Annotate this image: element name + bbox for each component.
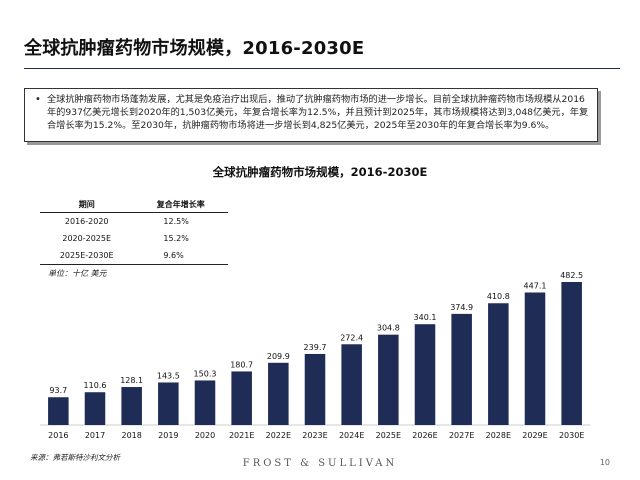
data-label-2027E: 374.9: [450, 303, 473, 312]
data-label-2029E: 447.1: [524, 281, 547, 290]
x-tick-label-2022E: 2022E: [266, 431, 291, 440]
bar-2022E: [268, 362, 289, 425]
x-tick-label-2028E: 2028E: [486, 431, 511, 440]
x-tick-label-2016: 2016: [48, 431, 68, 440]
data-label-2025E: 304.8: [377, 324, 400, 333]
table-row: 2016-2020 12.5%: [40, 213, 228, 231]
x-tick-label-2019: 2019: [158, 431, 178, 440]
data-label-2030E: 482.5: [560, 271, 583, 280]
bar-2019: [158, 382, 179, 425]
data-label-2018: 128.1: [120, 376, 143, 385]
bar-2026E: [414, 324, 436, 425]
bar-2027E: [451, 313, 472, 425]
data-label-2020: 150.3: [194, 369, 217, 378]
brand-logo: FROST & SULLIVAN: [242, 458, 398, 469]
bar-2028E: [488, 303, 509, 425]
summary-text: 全球抗肿瘤药物市场蓬勃发展，尤其是免疫治疗出现后，推动了抗肿瘤药物市场的进一步增…: [47, 94, 589, 131]
cagr-rate: 9.6%: [133, 247, 228, 265]
x-tick-label-2027E: 2027E: [449, 431, 474, 440]
cagr-header-period: 期间: [40, 196, 134, 213]
data-label-2017: 110.6: [84, 381, 107, 390]
data-label-2021E: 180.7: [230, 360, 253, 369]
data-label-2026E: 340.1: [414, 313, 437, 322]
bar-2025E: [378, 334, 399, 425]
cagr-rate: 12.5%: [163, 217, 189, 226]
cagr-rate: 15.2%: [163, 234, 189, 243]
x-tick-label-2018: 2018: [121, 431, 141, 440]
data-label-2016: 93.7: [49, 386, 67, 395]
page-title: 全球抗肿瘤药物市场规模，2016-2030E: [24, 38, 365, 59]
page-number: 10: [599, 458, 610, 467]
cagr-header-rate: 复合年增长率: [133, 196, 228, 213]
x-tick-label-2023E: 2023E: [302, 431, 327, 440]
chart-title: 全球抗肿瘤药物市场规模，2016-2030E: [212, 165, 428, 179]
x-tick-label-2017: 2017: [85, 431, 105, 440]
bar-2030E: [561, 282, 582, 425]
bar-2021E: [231, 371, 252, 425]
cagr-table: 期间 复合年增长率 2016-2020 12.5% 2020-2025E 15.…: [40, 196, 228, 265]
bar-2017: [84, 392, 106, 425]
data-label-2028E: 410.8: [487, 292, 510, 301]
cagr-table-header: 期间 复合年增长率: [40, 196, 228, 213]
data-label-2024E: 272.4: [340, 333, 363, 342]
summary-box: • 全球抗肿瘤药物市场蓬勃发展，尤其是免疫治疗出现后，推动了抗肿瘤药物市场的进一…: [24, 88, 598, 142]
bar-2018: [121, 387, 142, 425]
x-tick-label-2021E: 2021E: [229, 431, 254, 440]
source-note: 来源：弗若斯特沙利文分析: [30, 453, 120, 462]
bar-2016: [48, 397, 69, 425]
table-row: 2025E-2030E 9.6%: [40, 247, 228, 265]
x-tick-label-2025E: 2025E: [376, 431, 401, 440]
data-label-2023E: 239.7: [304, 343, 327, 352]
bar-2023E: [304, 353, 326, 425]
table-row: 2020-2025E 15.2%: [40, 230, 228, 247]
x-tick-label-2029E: 2029E: [522, 431, 547, 440]
bar-2020: [194, 380, 216, 425]
data-label-2019: 143.5: [157, 371, 180, 380]
bullet-icon: •: [35, 94, 41, 105]
cagr-period: 2020-2025E: [62, 234, 112, 243]
data-label-2022E: 209.9: [267, 352, 290, 361]
x-tick-label-2020: 2020: [195, 431, 215, 440]
cagr-period: 2025E-2030E: [40, 247, 134, 265]
bar-2024E: [341, 344, 362, 425]
x-tick-label-2026E: 2026E: [412, 431, 437, 440]
x-tick-label-2024E: 2024E: [339, 431, 364, 440]
title-divider: [24, 68, 620, 69]
x-tick-label-2030E: 2030E: [559, 431, 584, 440]
bar-2029E: [524, 292, 546, 425]
unit-label: 单位：十亿 美元: [48, 269, 107, 278]
cagr-period: 2016-2020: [64, 217, 109, 226]
